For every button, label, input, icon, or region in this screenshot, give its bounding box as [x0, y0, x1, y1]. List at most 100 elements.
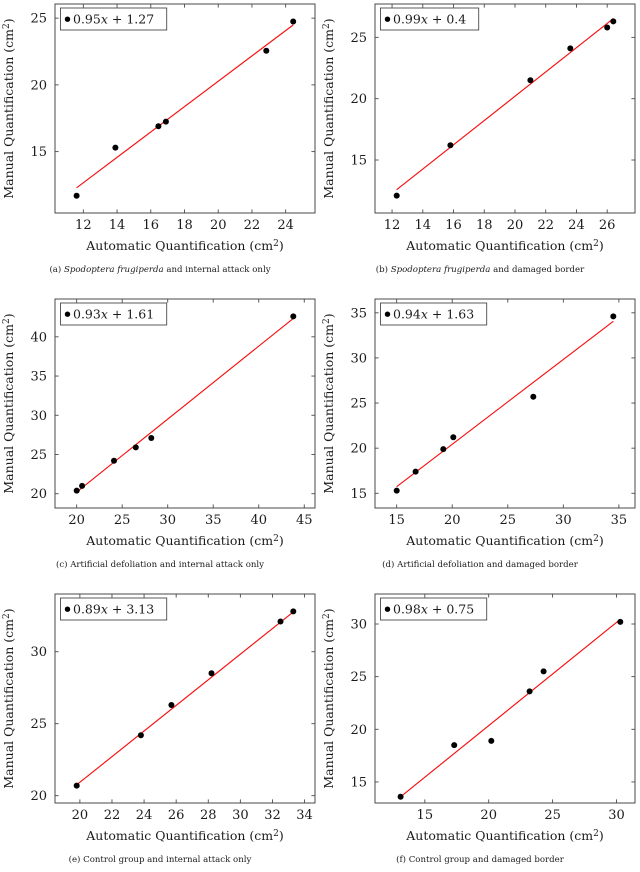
- scatter-plot-b: 12 14 16 18 20 22 24 26 15 20 25 0.99x + 0.4 Automat…: [321, 3, 636, 253]
- x-tick-label: 15: [388, 513, 405, 528]
- scatter-plot-a: 12 14 16 18 20 22 24 15 20 25 0.95x + 1.27 Automati…: [1, 3, 316, 253]
- x-tick-label: 22: [244, 218, 261, 233]
- figure-caption-b: (b) Spodoptera frugiperda and damaged bo…: [376, 265, 584, 276]
- caption-species-name: Spodoptera frugiperda: [390, 265, 491, 275]
- caption-text: (b): [375, 265, 391, 275]
- data-point: [393, 487, 400, 494]
- y-tick-label: 20: [30, 789, 47, 804]
- x-tick-label: 12: [384, 218, 401, 233]
- data-point: [73, 782, 80, 789]
- data-point: [397, 793, 404, 800]
- x-tick-label: 20: [68, 513, 85, 528]
- legend-box: [60, 302, 168, 326]
- x-tick-label: 28: [200, 808, 217, 823]
- data-point: [540, 668, 547, 675]
- figure-caption-d: (d) Artificial defoliation and damaged b…: [382, 560, 578, 571]
- x-tick-label: 20: [480, 808, 497, 823]
- data-point: [527, 77, 534, 84]
- data-point: [604, 24, 611, 31]
- legend-marker: [64, 311, 71, 317]
- caption-text: (c) Artificial defoliation and internal …: [55, 560, 265, 570]
- caption-text: and internal attack only: [163, 265, 271, 275]
- data-point: [168, 702, 175, 708]
- plot-frame: [54, 593, 316, 804]
- scatter-plot-f: 15 20 25 30 15 20 25 30 0.98x + 0.75 Automatic Qu…: [321, 593, 636, 843]
- y-tick-label: 35: [30, 370, 47, 385]
- x-tick-label: 14: [415, 218, 432, 233]
- data-point: [208, 670, 215, 677]
- y-axis-label: Manual Quantification (cm2): [1, 313, 16, 493]
- data-point: [137, 732, 144, 739]
- legend-box: [380, 597, 488, 621]
- legend-label: 0.89x + 3.13: [73, 602, 154, 617]
- y-tick-label: 25: [30, 448, 47, 463]
- data-point: [610, 313, 617, 320]
- fit-line: [76, 317, 294, 493]
- caption-text: (f) Control group and damaged border: [396, 855, 564, 865]
- y-axis-label: Manual Quantification (cm2): [1, 608, 16, 788]
- fit-line: [396, 320, 614, 488]
- legend-marker: [384, 311, 391, 317]
- data-point: [73, 487, 80, 494]
- data-point: [450, 434, 457, 441]
- x-tick-label: 16: [445, 218, 462, 233]
- y-tick-label: 30: [350, 351, 367, 366]
- y-tick-label: 15: [350, 775, 367, 790]
- caption-species-name: Spodoptera frugiperda: [64, 265, 164, 275]
- legend-box: [380, 302, 488, 326]
- legend-label: 0.94x + 1.63: [393, 307, 474, 322]
- y-tick-label: 30: [30, 409, 47, 424]
- y-axis-label: Manual Quantification (cm2): [321, 313, 336, 493]
- y-axis-label: Manual Quantification (cm2): [1, 18, 16, 198]
- figure-caption-c: (c) Artificial defoliation and internal …: [56, 560, 264, 571]
- scatter-plot-e: 20 22 24 26 28 30 32 34 20 25 30 0.89x + 3.13 Automa…: [1, 593, 316, 843]
- y-axis-label: Manual Quantification (cm2): [321, 18, 336, 198]
- legend-box: [380, 7, 480, 31]
- x-axis-label: Automatic Quantification (cm2): [405, 533, 603, 548]
- data-point: [567, 45, 574, 52]
- x-tick-label: 30: [608, 808, 625, 823]
- x-tick-label: 18: [176, 218, 193, 233]
- legend-label: 0.95x + 1.27: [73, 12, 154, 27]
- x-tick-label: 14: [109, 218, 126, 233]
- figure-d: 15 20 25 30 35 15 20 25 30 35 0.94x + 1.63 Automati…: [320, 290, 640, 580]
- y-axis-label: Manual Quantification (cm2): [321, 608, 336, 788]
- legend-box: [60, 7, 168, 31]
- data-point: [451, 742, 458, 749]
- data-point: [277, 618, 284, 625]
- data-point: [290, 18, 297, 25]
- data-point: [263, 47, 270, 54]
- data-point: [79, 482, 86, 489]
- figure-b: 12 14 16 18 20 22 24 26 15 20 25 0.99x + 0.4 Automat…: [320, 0, 640, 290]
- y-tick-label: 20: [30, 78, 47, 93]
- data-point: [162, 118, 169, 125]
- data-point: [393, 192, 400, 199]
- fit-line: [400, 618, 621, 798]
- x-axis-label: Automatic Quantification (cm2): [405, 238, 603, 253]
- data-point: [132, 444, 139, 451]
- x-tick-label: 20: [507, 218, 524, 233]
- figure-caption-e: (e) Control group and internal attack on…: [69, 855, 252, 866]
- legend-label: 0.98x + 0.75: [393, 602, 474, 617]
- data-point: [412, 468, 419, 475]
- data-point: [488, 737, 495, 744]
- figure-caption-a: (a) Spodoptera frugiperda and internal a…: [49, 265, 270, 276]
- data-point: [526, 688, 533, 695]
- x-tick-label: 40: [250, 513, 267, 528]
- x-axis-label: Automatic Quantification (cm2): [85, 533, 283, 548]
- scatter-plot-d: 15 20 25 30 35 15 20 25 30 35 0.94x + 1.63 Automati…: [321, 298, 636, 548]
- x-tick-label: 24: [136, 808, 153, 823]
- figure-f: 15 20 25 30 15 20 25 30 0.98x + 0.75 Automatic Qu…: [320, 580, 640, 872]
- data-point: [290, 313, 297, 320]
- y-tick-label: 15: [350, 154, 367, 169]
- x-tick-label: 26: [599, 218, 616, 233]
- figure-a: 12 14 16 18 20 22 24 15 20 25 0.95x + 1.27 Automati…: [0, 0, 320, 290]
- plot-frame: [374, 298, 636, 509]
- x-tick-label: 25: [544, 808, 561, 823]
- plot-frame: [54, 298, 316, 509]
- fit-line: [76, 24, 294, 189]
- x-tick-label: 20: [210, 218, 227, 233]
- legend-marker: [384, 16, 391, 22]
- y-tick-label: 25: [30, 12, 47, 27]
